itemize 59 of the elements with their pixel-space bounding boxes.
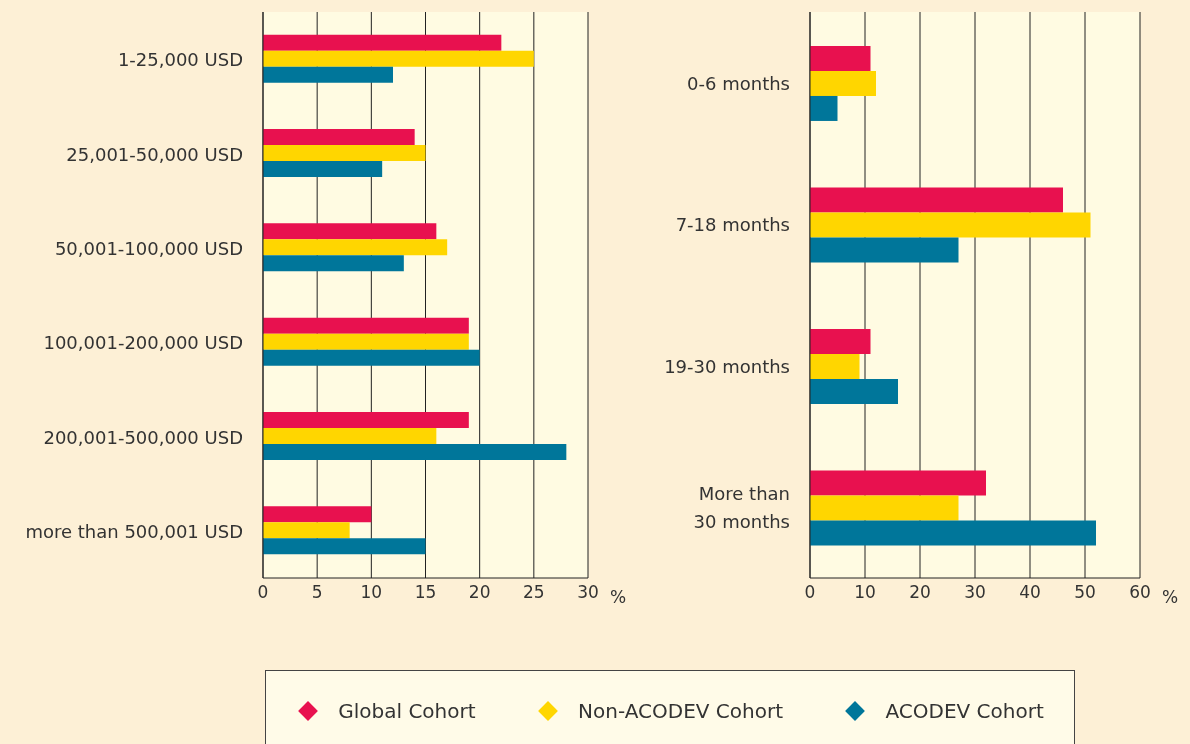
bar [810,237,959,263]
x-axis-title: % [610,587,627,608]
x-tick-label: 40 [1019,582,1041,603]
bar [263,427,437,444]
bar [263,411,469,428]
x-tick-label: 10 [854,582,876,603]
bar [810,520,1096,546]
bar [263,443,567,460]
x-tick-label: 0 [257,582,269,603]
bar [263,522,350,539]
y-tick-label: 0-6 months [687,72,790,94]
y-tick-label: 1-25,000 USD [117,49,243,71]
y-tick-label: 200,001-500,000 USD [43,426,243,448]
legend-label: Non-ACODEV Cohort [578,699,783,723]
bar [810,378,898,404]
bar [263,144,426,161]
bar [263,128,415,145]
y-tick-label: 7-18 months [675,214,790,236]
y-tick-label: 50,001-100,000 USD [54,237,243,259]
x-tick-label: 50 [1074,582,1096,603]
x-tick-label: 10 [360,582,383,603]
y-tick-label: 100,001-200,000 USD [43,332,243,354]
bar [263,66,393,83]
y-tick-label: 25,001-50,000 USD [66,143,243,165]
bar [263,223,437,240]
bar [263,160,383,177]
bar [810,95,838,121]
x-tick-label: 0 [804,582,816,603]
y-tick-label: 19-30 months [664,355,790,377]
bar [263,317,469,334]
x-tick-label: 30 [964,582,986,603]
x-tick-label: 25 [523,582,545,603]
bar [810,353,860,379]
bar [263,50,534,67]
legend-label: ACODEV Cohort [885,699,1044,723]
bar [263,538,426,555]
bar [810,328,871,354]
bar [263,255,404,272]
bar [263,34,502,51]
bar [810,470,986,496]
y-tick-label: More than 30 months [693,483,790,533]
bar [810,45,871,71]
legend-label: Global Cohort [338,699,476,723]
bar [810,70,876,96]
x-tick-label: 20 [909,582,931,603]
x-tick-label: 15 [414,582,437,603]
bar [263,239,448,256]
bar [263,349,480,366]
x-axis-title: % [1162,587,1179,608]
x-tick-label: 5 [311,582,323,603]
bar [810,187,1063,213]
x-tick-label: 20 [468,582,491,603]
bar [810,212,1091,238]
x-tick-label: 60 [1129,582,1151,603]
x-tick-label: 30 [577,582,599,603]
bar [263,506,372,523]
y-tick-label: more than 500,001 USD [25,520,243,542]
bar [263,333,469,350]
bar [810,495,959,521]
